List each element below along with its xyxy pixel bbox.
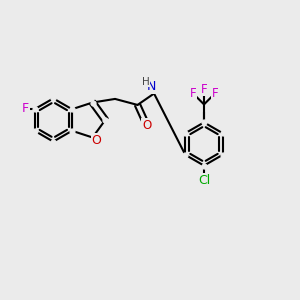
Text: F: F	[201, 82, 207, 96]
Text: O: O	[91, 134, 101, 147]
Text: N: N	[146, 80, 155, 93]
Text: N: N	[146, 80, 156, 93]
Text: F: F	[22, 103, 29, 116]
Text: O: O	[142, 119, 152, 132]
Text: F: F	[190, 87, 196, 100]
Text: O: O	[142, 118, 151, 131]
Text: H: H	[142, 77, 150, 87]
Text: H: H	[142, 76, 150, 86]
Text: Cl: Cl	[199, 174, 211, 188]
Text: Cl: Cl	[198, 174, 210, 187]
Text: O: O	[92, 134, 101, 147]
Text: F: F	[212, 87, 218, 100]
Text: F: F	[22, 102, 29, 115]
